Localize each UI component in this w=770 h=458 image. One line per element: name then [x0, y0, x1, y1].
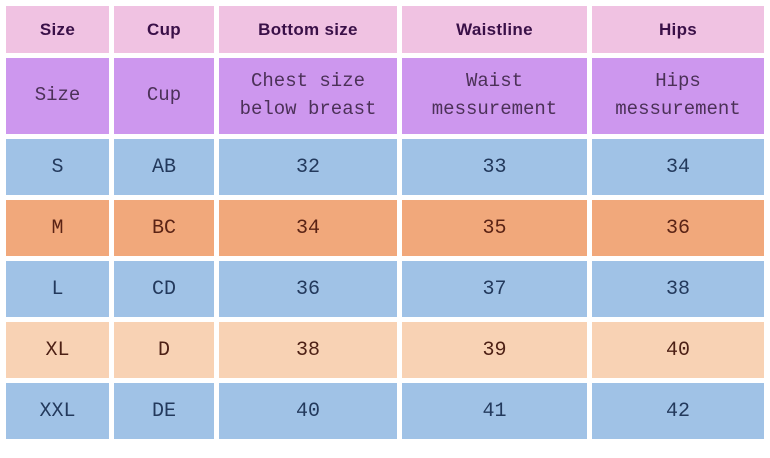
cell-size: L [6, 261, 109, 317]
size-chart: Size Cup Bottom size Waistline Hips Size… [1, 1, 769, 444]
cell-bottom: 40 [219, 383, 397, 439]
table-row-s: S AB 32 33 34 [6, 139, 764, 195]
header-cell-hips: Hips [592, 6, 764, 53]
cell-hips: 40 [592, 322, 764, 378]
header-cell-waistline: Waistline [402, 6, 587, 53]
size-chart-table: Size Cup Bottom size Waistline Hips Size… [1, 1, 769, 444]
table-row-xl: XL D 38 39 40 [6, 322, 764, 378]
header-cell-size: Size [6, 6, 109, 53]
cell-bottom: 34 [219, 200, 397, 256]
cell-waistline: 35 [402, 200, 587, 256]
cell-waistline: 39 [402, 322, 587, 378]
cell-bottom: 32 [219, 139, 397, 195]
subheader-cell-cup: Cup [114, 58, 214, 134]
cell-size: XXL [6, 383, 109, 439]
cell-cup: BC [114, 200, 214, 256]
table-row-l: L CD 36 37 38 [6, 261, 764, 317]
table-row-m: M BC 34 35 36 [6, 200, 764, 256]
cell-bottom: 38 [219, 322, 397, 378]
subheader-cell-chest-size: Chest size below breast [219, 58, 397, 134]
table-subheader-row: Size Cup Chest size below breast Waist m… [6, 58, 764, 134]
cell-cup: DE [114, 383, 214, 439]
subheader-cell-size: Size [6, 58, 109, 134]
table-header-row: Size Cup Bottom size Waistline Hips [6, 6, 764, 53]
cell-hips: 38 [592, 261, 764, 317]
cell-waistline: 37 [402, 261, 587, 317]
cell-size: S [6, 139, 109, 195]
cell-hips: 36 [592, 200, 764, 256]
header-cell-bottom-size: Bottom size [219, 6, 397, 53]
cell-cup: D [114, 322, 214, 378]
subheader-cell-waist-measurement: Waist messurement [402, 58, 587, 134]
table-row-xxl: XXL DE 40 41 42 [6, 383, 764, 439]
cell-cup: AB [114, 139, 214, 195]
cell-waistline: 41 [402, 383, 587, 439]
cell-bottom: 36 [219, 261, 397, 317]
subheader-cell-hips-measurement: Hips messurement [592, 58, 764, 134]
cell-hips: 34 [592, 139, 764, 195]
cell-waistline: 33 [402, 139, 587, 195]
cell-hips: 42 [592, 383, 764, 439]
cell-size: M [6, 200, 109, 256]
cell-cup: CD [114, 261, 214, 317]
header-cell-cup: Cup [114, 6, 214, 53]
cell-size: XL [6, 322, 109, 378]
